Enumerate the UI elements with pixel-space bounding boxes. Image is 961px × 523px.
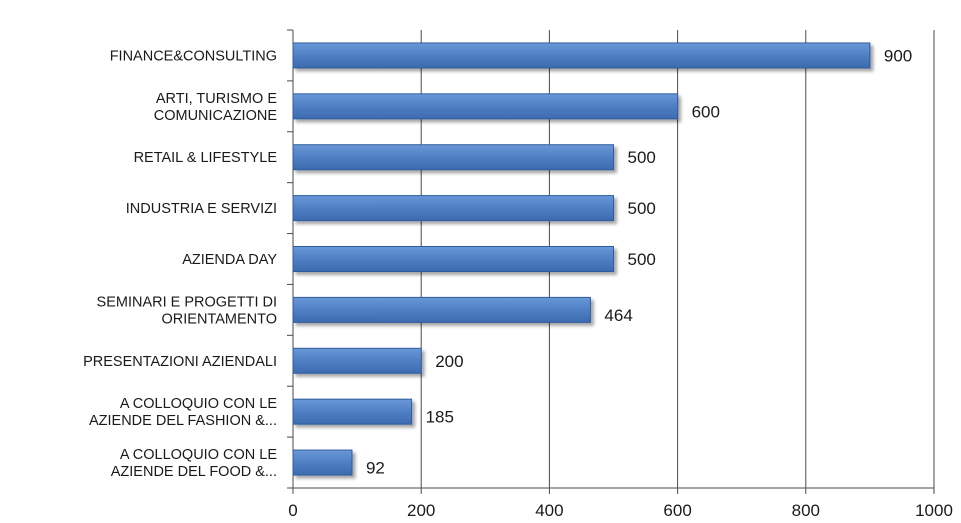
x-tick-label: 0 <box>288 501 297 520</box>
data-label: 500 <box>628 250 656 269</box>
bar <box>292 246 614 272</box>
data-label: 600 <box>692 102 720 121</box>
category-label: FINANCE&CONSULTING <box>110 48 277 64</box>
bar <box>292 42 871 69</box>
category-label: AZIENDA DAY <box>182 252 277 268</box>
bar <box>292 93 679 120</box>
x-tick-labels: 0 200 400 600 800 1000 <box>288 501 953 520</box>
category-label: INDUSTRIA E SERVIZI <box>126 201 277 217</box>
category-label: COMUNICAZIONE <box>154 108 278 124</box>
category-label: AZIENDE DEL FOOD &... <box>111 464 277 480</box>
category-label: A COLLOQUIO CON LE <box>120 396 277 412</box>
data-label: 500 <box>628 148 656 167</box>
bar <box>292 398 413 425</box>
x-tick-label: 600 <box>663 501 691 520</box>
bar <box>292 296 591 323</box>
data-label: 92 <box>366 459 385 478</box>
bar <box>292 195 614 222</box>
category-label: RETAIL & LIFESTYLE <box>134 150 278 166</box>
x-tick-label: 800 <box>792 501 820 520</box>
x-tick-label: 1000 <box>915 501 953 520</box>
data-label: 500 <box>628 199 656 218</box>
data-label: 185 <box>426 408 454 427</box>
data-label: 464 <box>604 306 632 325</box>
category-label: ORIENTAMENTO <box>162 311 277 327</box>
bar <box>292 449 353 476</box>
category-label: ARTI, TURISMO E <box>156 91 277 107</box>
data-label: 900 <box>884 46 912 65</box>
bars <box>292 42 871 476</box>
data-label: 200 <box>435 352 463 371</box>
category-label: PRESENTAZIONI AZIENDALI <box>83 354 277 370</box>
bar <box>292 144 614 171</box>
x-tick-label: 400 <box>535 501 563 520</box>
category-label: SEMINARI E PROGETTI DI <box>97 294 277 310</box>
category-labels: FINANCE&CONSULTING ARTI, TURISMO ECOMUNIC… <box>83 48 277 480</box>
bar <box>292 347 422 374</box>
category-label: A COLLOQUIO CON LE <box>120 447 277 463</box>
category-label: AZIENDE DEL FASHION &... <box>89 413 277 429</box>
x-tick-label: 200 <box>407 501 435 520</box>
data-labels: 900 600 500 500 500 464 200 185 92 <box>366 46 912 477</box>
